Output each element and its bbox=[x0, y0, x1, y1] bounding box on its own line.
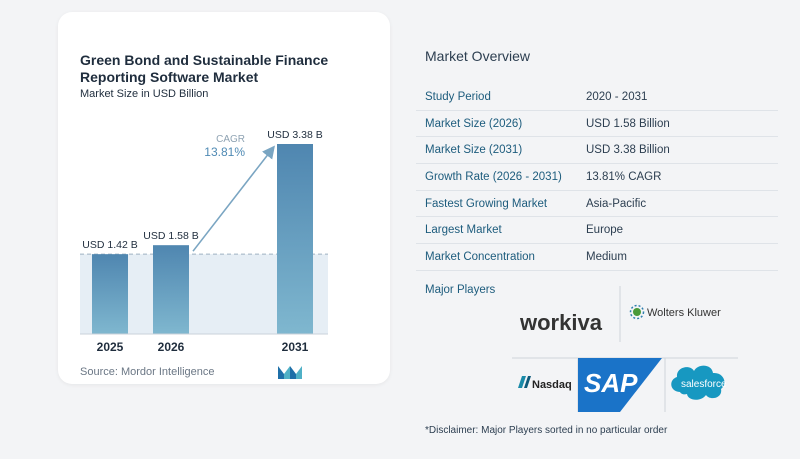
row-key: Market Size (2031) bbox=[425, 144, 523, 157]
overview-row: Largest Market Europe bbox=[416, 217, 778, 245]
overview-row: Market Concentration Medium bbox=[416, 244, 778, 271]
salesforce-logo: salesforce bbox=[671, 365, 727, 400]
player-name: Wolters Kluwer bbox=[647, 307, 721, 319]
overview-row: Market Size (2031) USD 3.38 Billion bbox=[416, 137, 778, 165]
source-text: Source: Mordor Intelligence bbox=[80, 366, 215, 378]
x-tick-label: 2031 bbox=[282, 340, 309, 354]
row-value: USD 3.38 Billion bbox=[586, 144, 670, 157]
row-key: Market Concentration bbox=[425, 250, 535, 263]
player-logos: workiva Wolters Kluwer Nasdaq SAP salesf… bbox=[512, 286, 738, 412]
player-name: SAP bbox=[584, 368, 638, 398]
wolters-kluwer-logo: Wolters Kluwer bbox=[629, 304, 721, 320]
bar bbox=[92, 254, 128, 334]
x-tick-label: 2025 bbox=[97, 340, 124, 354]
cagr-arrow bbox=[192, 145, 275, 252]
cagr-label: CAGR bbox=[216, 134, 245, 145]
row-value: Medium bbox=[586, 250, 627, 263]
chart-subtitle: Market Size in USD Billion bbox=[80, 88, 209, 100]
row-value: 2020 - 2031 bbox=[586, 90, 648, 103]
disclaimer: *Disclaimer: Major Players sorted in no … bbox=[425, 425, 668, 436]
overview-row: Growth Rate (2026 - 2031) 13.81% CAGR bbox=[416, 164, 778, 191]
nasdaq-logo: Nasdaq bbox=[518, 376, 572, 391]
row-key: Fastest Growing Market bbox=[425, 197, 548, 210]
overview-title: Market Overview bbox=[425, 48, 531, 64]
chart-title: Green Bond and Sustainable Finance Repor… bbox=[80, 52, 329, 85]
x-tick-label: 2026 bbox=[158, 340, 185, 354]
row-value: Asia-Pacific bbox=[586, 197, 647, 210]
workiva-logo: workiva bbox=[519, 310, 603, 335]
bar bbox=[153, 245, 189, 334]
row-value: USD 1.58 Billion bbox=[586, 117, 670, 130]
row-key: Market Size (2026) bbox=[425, 117, 523, 130]
row-value: Europe bbox=[586, 224, 624, 237]
data-label: USD 1.42 B bbox=[82, 239, 137, 251]
sap-logo: SAP bbox=[578, 358, 662, 412]
players-title: Major Players bbox=[425, 284, 496, 296]
player-name: salesforce bbox=[681, 379, 727, 390]
overview-row: Study Period 2020 - 2031 bbox=[416, 84, 778, 111]
overview-row: Fastest Growing Market Asia-Pacific bbox=[416, 191, 778, 218]
data-label: USD 3.38 B bbox=[267, 129, 322, 141]
data-label: USD 1.58 B bbox=[143, 230, 198, 242]
row-key: Growth Rate (2026 - 2031) bbox=[425, 170, 562, 183]
cagr-value: 13.81% bbox=[204, 145, 245, 159]
overview-table: Study Period 2020 - 2031 Market Size (202… bbox=[416, 84, 778, 271]
row-value: 13.81% CAGR bbox=[586, 170, 662, 183]
overview-row: Market Size (2026) USD 1.58 Billion bbox=[416, 111, 778, 138]
bar bbox=[277, 144, 313, 334]
mordor-logo-icon bbox=[278, 366, 302, 379]
player-name: Nasdaq bbox=[532, 379, 572, 391]
row-key: Largest Market bbox=[425, 224, 502, 237]
player-name: workiva bbox=[519, 310, 603, 335]
row-key: Study Period bbox=[425, 90, 491, 103]
